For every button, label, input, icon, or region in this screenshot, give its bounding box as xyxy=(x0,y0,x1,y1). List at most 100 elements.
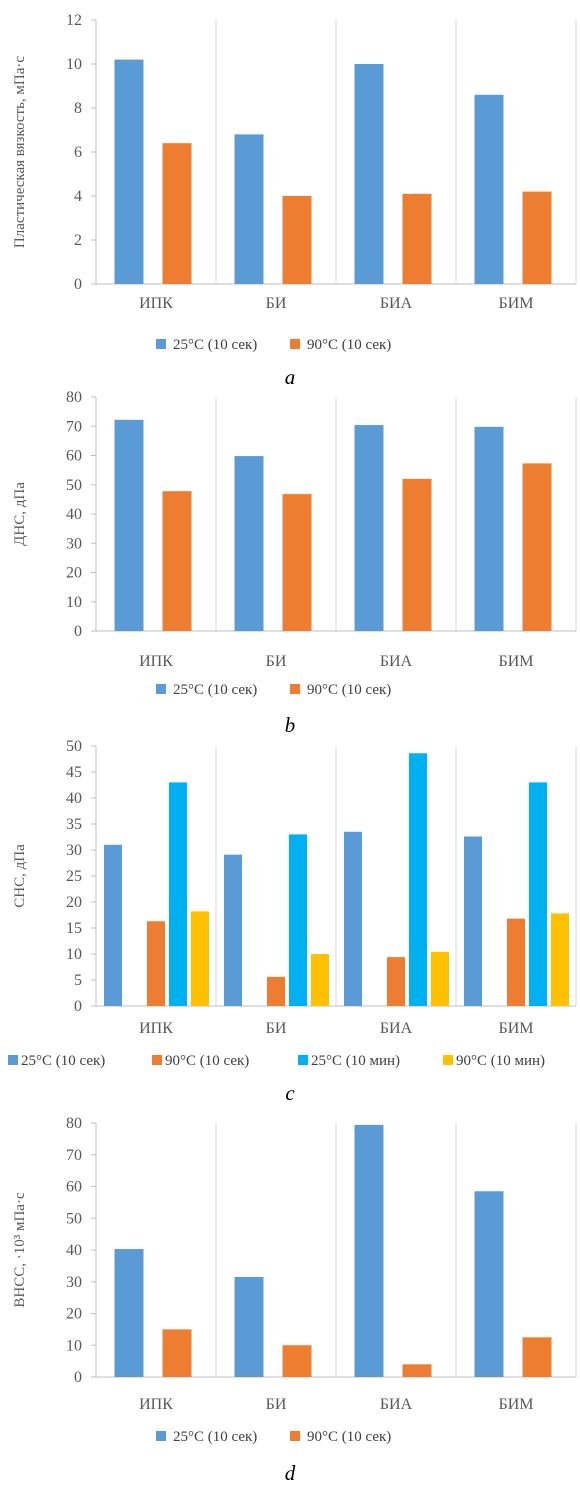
x-category-label: БИМ xyxy=(499,295,534,312)
x-category-label: БИ xyxy=(266,653,287,670)
panel-caption: c xyxy=(285,1081,295,1105)
chart-a: 0 2 4 6 8 10 12 Пластическая вязкость, мПа·с ИПК… xyxy=(12,12,577,389)
bar-БИА-series-4 xyxy=(431,951,449,1006)
y-tick-label: 10 xyxy=(66,594,82,611)
legend-label: 25°С (10 сек) xyxy=(21,1053,105,1069)
legend-swatch xyxy=(290,1431,300,1441)
x-category-label: БИА xyxy=(380,295,413,312)
bar-БИА-series-2 xyxy=(402,478,432,631)
legend-label: 25°С (10 сек) xyxy=(173,682,257,698)
legend-swatch xyxy=(443,1055,453,1065)
legend-swatch xyxy=(298,1055,308,1065)
y-tick-label: 0 xyxy=(74,623,82,640)
chart-c: 0 5 10 15 20 25 30 35 40 45 50 СНС, дПа ИПК БИ БИА БИМ 2… xyxy=(8,738,577,1105)
y-tick-label: 10 xyxy=(66,56,82,73)
legend-swatch xyxy=(156,339,166,349)
bar-БИА-series-1 xyxy=(344,831,362,1006)
x-category-label: ИПК xyxy=(139,1020,173,1037)
legend-label: 25°С (10 мин) xyxy=(311,1053,400,1069)
y-tick-label: 20 xyxy=(66,1306,82,1323)
y-tick-label: 20 xyxy=(66,894,82,911)
bar-БИМ-series-1 xyxy=(474,426,504,631)
y-tick-label: 50 xyxy=(66,477,82,494)
bar-БИМ-series-1 xyxy=(474,94,504,284)
y-tick-label: 30 xyxy=(66,842,82,859)
y-tick-label: 30 xyxy=(66,535,82,552)
y-tick-label: 6 xyxy=(74,144,82,161)
y-tick-label: 50 xyxy=(66,738,82,755)
y-tick-label: 40 xyxy=(66,790,82,807)
bar-БИ-series-3 xyxy=(289,834,307,1006)
y-tick-label: 80 xyxy=(66,1115,82,1132)
y-tick-label: 8 xyxy=(74,100,82,117)
legend-label: 90°С (10 сек) xyxy=(307,337,391,353)
legend-label: 90°С (10 сек) xyxy=(307,1429,391,1445)
bar-БИМ-series-2 xyxy=(522,463,552,631)
bar-БИМ-series-2 xyxy=(522,1337,552,1377)
bar-БИМ-series-3 xyxy=(529,782,547,1006)
y-tick-label: 40 xyxy=(66,506,82,523)
x-category-label: БИМ xyxy=(499,653,534,670)
y-axis-title: СНС, дПа xyxy=(12,844,28,908)
bar-БИ-series-4 xyxy=(311,954,329,1006)
legend-swatch xyxy=(8,1055,18,1065)
bar-БИ-series-1 xyxy=(234,456,264,631)
bar-ИПК-series-1 xyxy=(114,419,144,631)
y-tick-label: 50 xyxy=(66,1210,82,1227)
legend-swatch xyxy=(290,684,300,694)
panel-caption: d xyxy=(285,1461,296,1485)
y-tick-label: 35 xyxy=(66,816,82,833)
legend-swatch xyxy=(152,1055,162,1065)
y-tick-label: 25 xyxy=(66,868,82,885)
legend-swatch xyxy=(156,684,166,694)
legend-label: 25°С (10 сек) xyxy=(173,1429,257,1445)
x-category-label: БИ xyxy=(266,295,287,312)
bar-БИ-series-1 xyxy=(234,134,264,284)
y-tick-label: 70 xyxy=(66,1147,82,1164)
bar-БИМ-series-2 xyxy=(522,191,552,284)
legend-swatch xyxy=(156,1431,166,1441)
bar-БИА-series-3 xyxy=(409,753,427,1006)
chart-b: 0 10 20 30 40 50 60 70 80 ДНС, дПа ИПК БИ БИА БИМ 25°С… xyxy=(12,389,577,737)
x-category-label: БИМ xyxy=(499,1020,534,1037)
y-tick-label: 15 xyxy=(66,920,82,937)
bar-БИА-series-1 xyxy=(354,425,384,631)
y-tick-label: 60 xyxy=(66,1179,82,1196)
bar-ИПК-series-2 xyxy=(162,1329,192,1377)
bar-ИПК-series-2 xyxy=(147,921,165,1006)
bar-БИА-series-2 xyxy=(402,193,432,284)
x-category-label: БИА xyxy=(380,1396,413,1413)
x-category-label: БИА xyxy=(380,1020,413,1037)
legend-label: 90°С (10 мин) xyxy=(456,1053,545,1069)
bar-БИМ-series-1 xyxy=(474,1191,504,1377)
legend-label: 25°С (10 сек) xyxy=(173,337,257,353)
bar-БИ-series-1 xyxy=(234,1276,264,1377)
y-axis-title: Пластическая вязкость, мПа·с xyxy=(12,56,28,248)
bar-БИМ-series-1 xyxy=(464,836,482,1006)
x-category-label: ИПК xyxy=(139,295,173,312)
bar-БИМ-series-2 xyxy=(507,918,525,1006)
bar-БИ-series-2 xyxy=(282,1345,312,1377)
y-tick-label: 0 xyxy=(74,1369,82,1386)
chart-d: 0 10 20 30 40 50 60 70 80 ВНСС, ·10³ мПа·с ИПК БИ БИ… xyxy=(12,1115,577,1485)
y-tick-label: 30 xyxy=(66,1274,82,1291)
y-tick-label: 20 xyxy=(66,565,82,582)
y-tick-label: 80 xyxy=(66,389,82,406)
x-category-label: БИ xyxy=(266,1396,287,1413)
bar-ИПК-series-1 xyxy=(114,1249,144,1377)
y-tick-label: 10 xyxy=(66,1337,82,1354)
bar-ИПК-series-1 xyxy=(104,844,122,1006)
bar-БИ-series-2 xyxy=(282,196,312,284)
x-category-label: БИ xyxy=(266,1020,287,1037)
bar-БИА-series-1 xyxy=(354,64,384,284)
y-tick-label: 2 xyxy=(74,232,82,249)
y-tick-label: 60 xyxy=(66,448,82,465)
x-category-label: ИПК xyxy=(139,1396,173,1413)
bar-БИА-series-2 xyxy=(387,957,405,1006)
y-tick-label: 40 xyxy=(66,1242,82,1259)
bar-БИА-series-2 xyxy=(402,1364,432,1377)
bar-ИПК-series-4 xyxy=(191,911,209,1006)
y-tick-label: 0 xyxy=(74,276,82,293)
x-category-label: ИПК xyxy=(139,653,173,670)
